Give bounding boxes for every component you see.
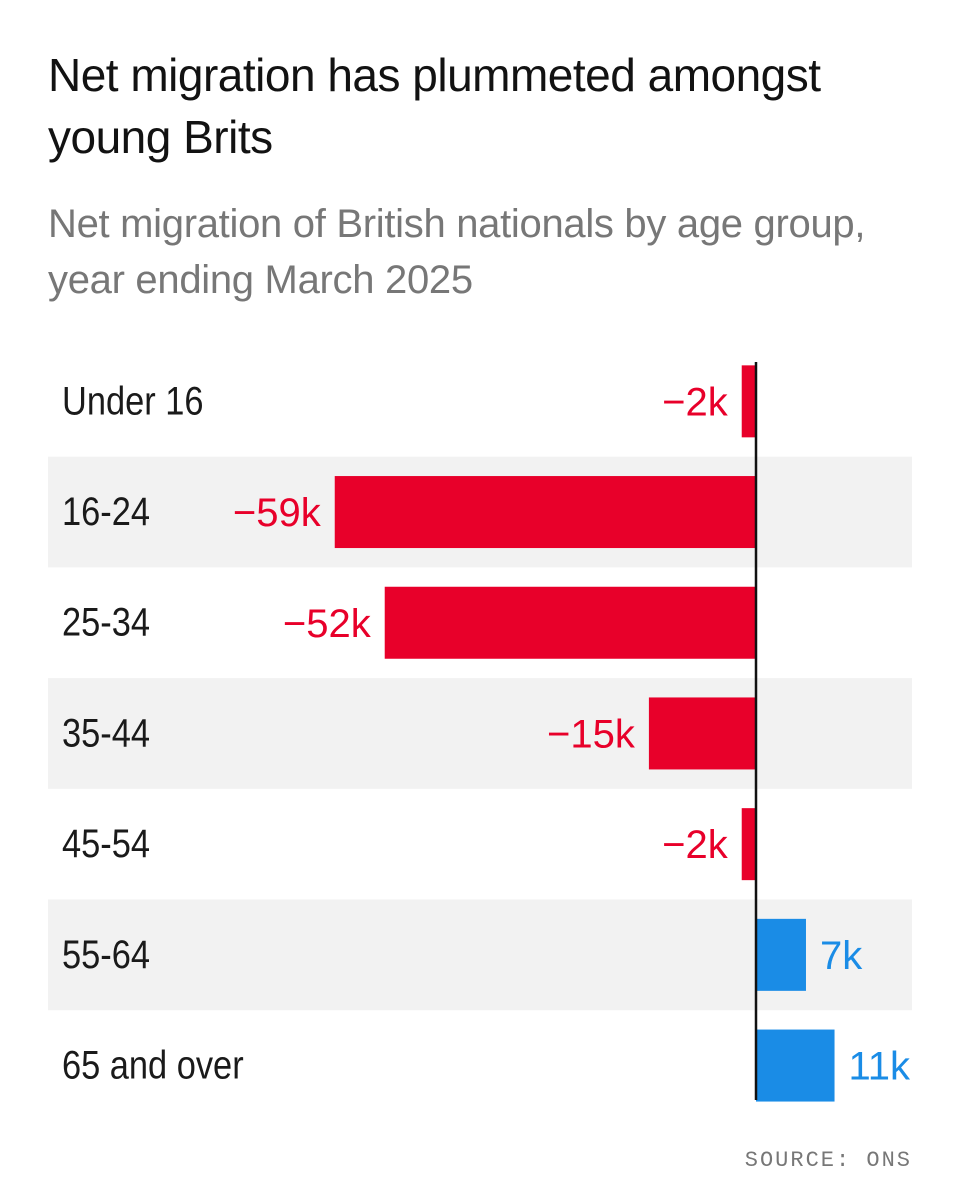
- source-note: SOURCE: ONS: [744, 1148, 912, 1173]
- value-label: −15k: [547, 712, 636, 756]
- value-label: −2k: [662, 380, 729, 424]
- bar-35-44: [648, 697, 756, 770]
- category-label: 35-44: [62, 710, 150, 755]
- bar-45-54: [741, 808, 756, 881]
- chart-title: Net migration has plummeted amongst youn…: [48, 49, 821, 163]
- value-label: −2k: [662, 823, 729, 867]
- bar-under-16: [741, 365, 756, 438]
- value-label: −52k: [283, 602, 372, 646]
- bar-65-and-over: [756, 1029, 835, 1102]
- row-stripe: [48, 678, 912, 789]
- category-label: 55-64: [62, 931, 150, 976]
- value-label: 11k: [849, 1045, 912, 1089]
- category-label: 45-54: [62, 821, 150, 866]
- category-label: 25-34: [62, 599, 150, 644]
- category-label: 65 and over: [62, 1042, 244, 1087]
- category-label: Under 16: [62, 378, 203, 423]
- chart-subtitle: Net migration of British nationals by ag…: [48, 202, 866, 302]
- bar-25-34: [384, 586, 756, 659]
- bar-16-24: [334, 476, 756, 549]
- value-label: −59k: [233, 491, 322, 535]
- bar-55-64: [756, 918, 806, 991]
- category-label: 16-24: [62, 489, 150, 534]
- value-label: 7k: [820, 934, 863, 978]
